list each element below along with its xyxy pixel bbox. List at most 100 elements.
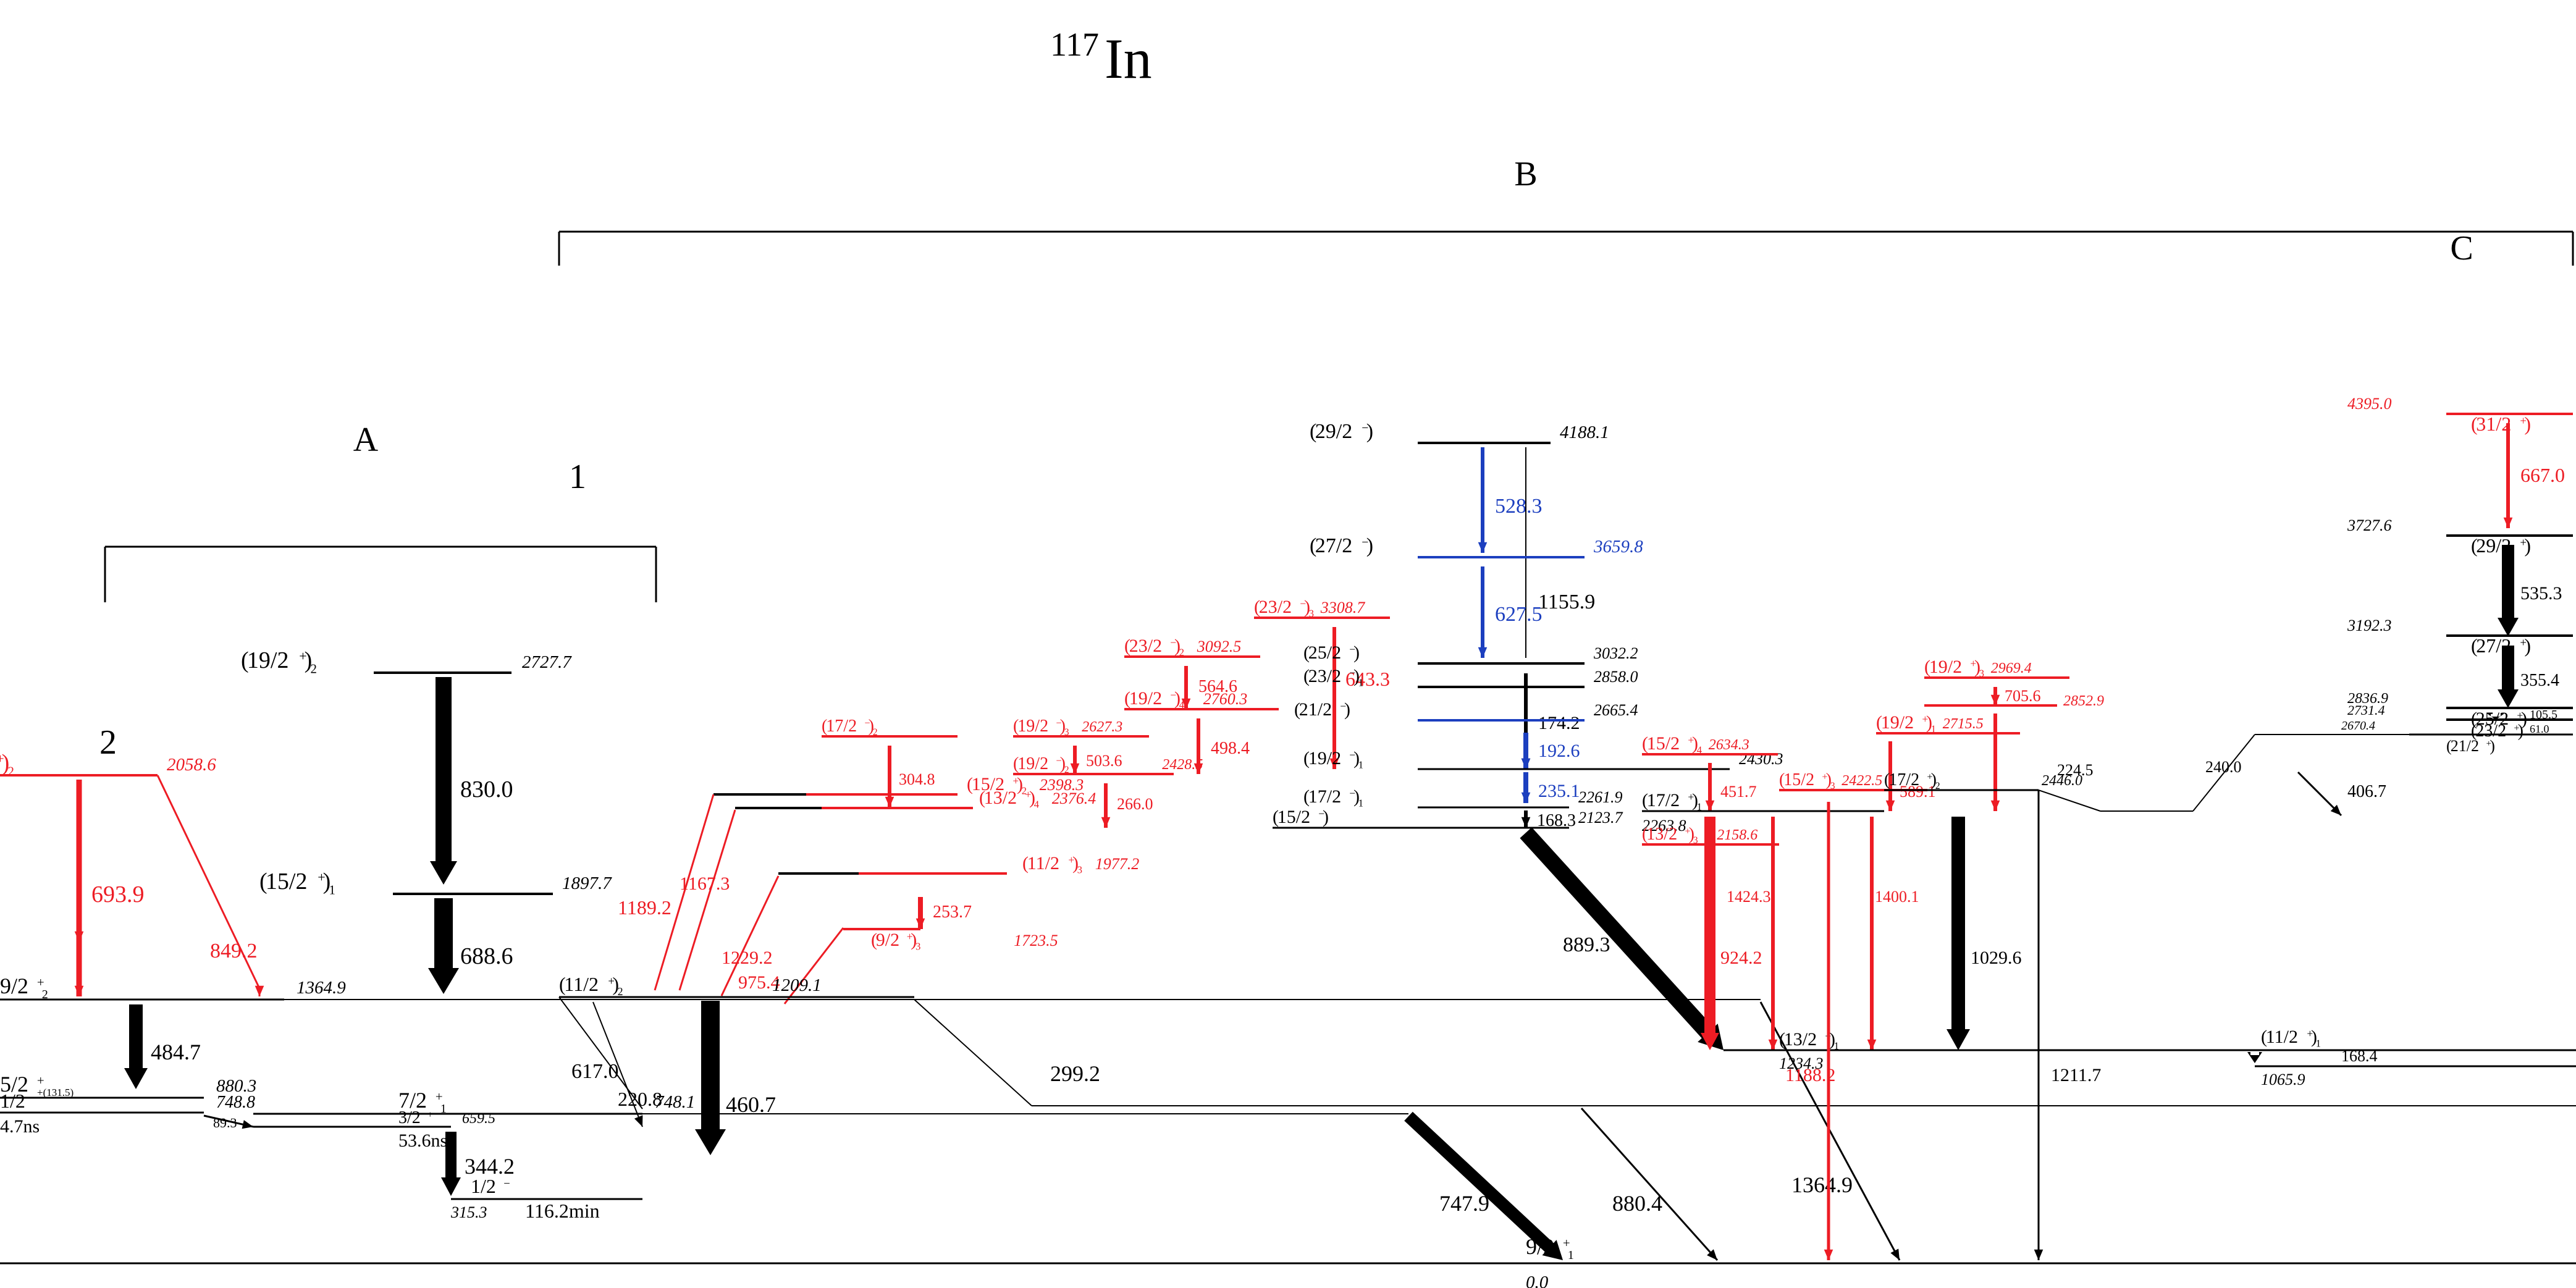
svg-text:1: 1	[1697, 801, 1702, 813]
svg-text:89.3: 89.3	[213, 1115, 237, 1130]
svg-text:1/2: 1/2	[471, 1175, 496, 1197]
svg-text:23/2: 23/2	[1308, 666, 1341, 686]
svg-text:2858.0: 2858.0	[1594, 668, 1638, 686]
svg-text:19/2: 19/2	[247, 647, 289, 673]
svg-text:406.7: 406.7	[2347, 782, 2386, 801]
svg-text:27/2: 27/2	[1315, 534, 1352, 557]
svg-text:535.3: 535.3	[2520, 583, 2562, 604]
svg-text:253.7: 253.7	[933, 903, 972, 922]
svg-text:2123.7: 2123.7	[1578, 809, 1623, 827]
svg-text:3032.2: 3032.2	[1593, 644, 1638, 662]
svg-text:1: 1	[1358, 798, 1363, 809]
svg-text:29/2: 29/2	[1315, 420, 1352, 443]
svg-text:2: 2	[42, 988, 48, 1001]
svg-text:3: 3	[1077, 864, 1082, 876]
svg-text:174.2: 174.2	[1538, 713, 1580, 733]
svg-text:+(131.5): +(131.5)	[37, 1087, 74, 1098]
svg-text:1: 1	[329, 882, 335, 897]
svg-text:117: 117	[1050, 26, 1099, 63]
svg-text:2376.4: 2376.4	[1052, 789, 1096, 807]
svg-text:235.1: 235.1	[1538, 781, 1580, 801]
svg-text:2: 2	[1064, 765, 1069, 775]
svg-text:2: 2	[618, 985, 623, 998]
svg-text:15/2: 15/2	[266, 869, 308, 894]
svg-text:11/2: 11/2	[1027, 853, 1059, 873]
svg-text:17/2: 17/2	[826, 717, 857, 736]
svg-text:): )	[1344, 699, 1350, 720]
svg-text:): )	[1353, 642, 1360, 663]
svg-text:19/2: 19/2	[1017, 754, 1048, 773]
svg-text:1188.2: 1188.2	[1785, 1065, 1835, 1085]
svg-text:4395.0: 4395.0	[2347, 395, 2392, 413]
svg-text:1155.9: 1155.9	[1538, 591, 1595, 613]
svg-text:A: A	[353, 421, 379, 459]
svg-text:105.5: 105.5	[2530, 708, 2557, 722]
svg-text:240.0: 240.0	[2205, 758, 2242, 776]
svg-text:2428.5: 2428.5	[1162, 757, 1203, 773]
svg-text:1: 1	[1931, 723, 1936, 735]
svg-text:17/2: 17/2	[1647, 790, 1680, 810]
svg-text:C: C	[2450, 229, 2473, 267]
svg-text:3: 3	[915, 941, 920, 953]
svg-text:11/2: 11/2	[564, 973, 599, 995]
svg-text:451.7: 451.7	[1720, 783, 1757, 801]
svg-text:3092.5: 3092.5	[1197, 638, 1242, 655]
svg-text:19/2: 19/2	[1017, 717, 1048, 736]
svg-text:627.5: 627.5	[1495, 603, 1543, 626]
svg-text:): )	[2524, 534, 2531, 557]
svg-text:192.6: 192.6	[1538, 741, 1580, 761]
svg-text:1364.9: 1364.9	[297, 978, 346, 998]
svg-text:4188.1: 4188.1	[1560, 423, 1609, 442]
svg-text:2422.5: 2422.5	[1842, 773, 1882, 789]
svg-text:9/2: 9/2	[876, 930, 899, 950]
svg-text:748.1: 748.1	[655, 1092, 695, 1112]
svg-text:299.2: 299.2	[1050, 1061, 1100, 1086]
svg-text:2261.9: 2261.9	[1578, 788, 1623, 806]
svg-text:688.6: 688.6	[460, 943, 513, 969]
svg-text:4: 4	[1179, 699, 1184, 711]
svg-text:498.4: 498.4	[1211, 739, 1250, 758]
svg-text:13/2: 13/2	[1646, 825, 1677, 844]
svg-text:+: +	[37, 1073, 44, 1088]
svg-text:667.0: 667.0	[2520, 464, 2565, 486]
svg-text:1: 1	[2316, 1038, 2321, 1050]
svg-text:61.0: 61.0	[2530, 723, 2549, 735]
svg-text:1211.7: 1211.7	[2051, 1065, 2101, 1085]
svg-text:2: 2	[311, 661, 317, 676]
svg-text:21/2: 21/2	[2451, 737, 2479, 755]
svg-text:849.2: 849.2	[210, 940, 258, 962]
svg-text:224.5: 224.5	[2057, 761, 2094, 779]
svg-text:924.2: 924.2	[1720, 948, 1762, 968]
svg-text:): )	[1366, 534, 1373, 557]
svg-text:4.7ns: 4.7ns	[0, 1116, 40, 1137]
svg-text:3: 3	[1693, 835, 1698, 846]
svg-text:21/2: 21/2	[1299, 699, 1332, 720]
svg-text:3: 3	[1979, 668, 1984, 680]
svg-text:): )	[1323, 807, 1329, 827]
svg-text:): )	[2524, 634, 2531, 657]
svg-text:2715.5: 2715.5	[1943, 716, 1984, 732]
svg-text:2852.9: 2852.9	[2063, 693, 2104, 709]
svg-text:1: 1	[1834, 1040, 1839, 1052]
svg-text:2: 2	[1935, 781, 1940, 791]
svg-text:): )	[2524, 413, 2531, 435]
svg-text:In: In	[1105, 27, 1152, 90]
svg-text:): )	[2518, 722, 2523, 741]
svg-text:2634.3: 2634.3	[1709, 737, 1749, 753]
svg-text:2727.7: 2727.7	[522, 652, 572, 672]
svg-text:1977.2: 1977.2	[1095, 855, 1140, 873]
svg-text:53.6ns: 53.6ns	[398, 1130, 447, 1151]
svg-text:2158.6: 2158.6	[1717, 827, 1757, 843]
svg-text:3308.7: 3308.7	[1320, 599, 1366, 617]
svg-text:): )	[1366, 420, 1373, 443]
svg-text:1065.9: 1065.9	[2261, 1071, 2305, 1088]
svg-text:3659.8: 3659.8	[1593, 537, 1643, 557]
svg-text:1167.3: 1167.3	[680, 873, 730, 894]
svg-text:31/2: 31/2	[2476, 413, 2511, 435]
svg-text:19/2: 19/2	[1129, 688, 1162, 709]
svg-text:2: 2	[873, 727, 878, 738]
svg-text:3: 3	[1064, 727, 1069, 738]
svg-text:1: 1	[569, 458, 586, 496]
svg-text:): )	[2490, 737, 2495, 755]
svg-text:355.4: 355.4	[2520, 671, 2559, 690]
